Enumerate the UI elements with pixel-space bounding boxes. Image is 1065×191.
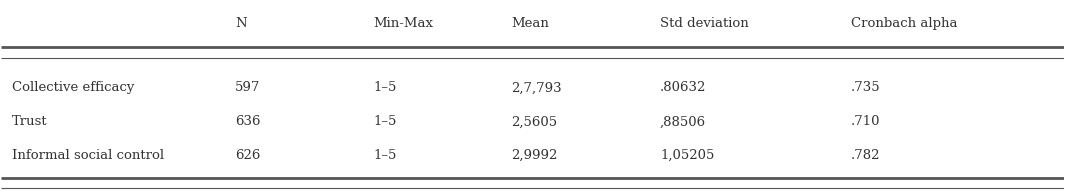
Text: 2,5605: 2,5605 bbox=[511, 115, 557, 128]
Text: 1–5: 1–5 bbox=[373, 149, 396, 162]
Text: N: N bbox=[235, 17, 247, 31]
Text: .80632: .80632 bbox=[660, 82, 706, 95]
Text: 2,9992: 2,9992 bbox=[511, 149, 558, 162]
Text: 626: 626 bbox=[235, 149, 261, 162]
Text: Trust: Trust bbox=[12, 115, 48, 128]
Text: 636: 636 bbox=[235, 115, 261, 128]
Text: .710: .710 bbox=[851, 115, 881, 128]
Text: Min-Max: Min-Max bbox=[373, 17, 433, 31]
Text: Cronbach alpha: Cronbach alpha bbox=[851, 17, 957, 31]
Text: Std deviation: Std deviation bbox=[660, 17, 749, 31]
Text: Informal social control: Informal social control bbox=[12, 149, 164, 162]
Text: 1–5: 1–5 bbox=[373, 82, 396, 95]
Text: .735: .735 bbox=[851, 82, 881, 95]
Text: 597: 597 bbox=[235, 82, 261, 95]
Text: 1–5: 1–5 bbox=[373, 115, 396, 128]
Text: 2,7,793: 2,7,793 bbox=[511, 82, 562, 95]
Text: ,88506: ,88506 bbox=[660, 115, 706, 128]
Text: 1,05205: 1,05205 bbox=[660, 149, 715, 162]
Text: Collective efficacy: Collective efficacy bbox=[12, 82, 134, 95]
Text: Mean: Mean bbox=[511, 17, 550, 31]
Text: .782: .782 bbox=[851, 149, 881, 162]
